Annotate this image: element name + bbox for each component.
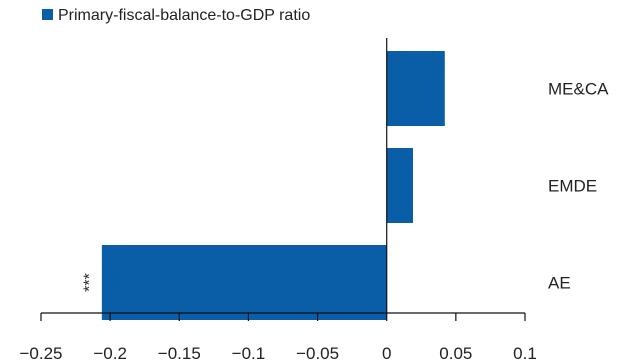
legend-swatch: [42, 9, 53, 20]
category-label: EMDE: [548, 177, 597, 196]
x-tick-label: 0: [382, 344, 391, 363]
x-tick-label: 0.05: [439, 344, 472, 363]
legend-label: Primary-fiscal-balance-to-GDP ratio: [58, 7, 310, 24]
x-tick-label: −0.2: [93, 344, 127, 363]
legend: Primary-fiscal-balance-to-GDP ratio: [42, 7, 310, 24]
bar-ae: [101, 245, 387, 320]
category-label: ME&CA: [548, 80, 609, 99]
plot-area: ME&CA EMDE AE *** −0.25 −0.2 −0.15 −0.1 −0.05 0 0.…: [19, 38, 609, 363]
x-tick-label: −0.1: [232, 344, 266, 363]
x-tick-label: −0.25: [19, 344, 62, 363]
category-label: AE: [548, 274, 571, 293]
bar-emde: [386, 148, 413, 223]
x-tick-label: −0.15: [158, 344, 201, 363]
x-tick-label: −0.05: [296, 344, 339, 363]
significance-annotation: ***: [81, 273, 98, 292]
bar-me-ca: [386, 51, 445, 126]
x-tick-label: 0.1: [513, 344, 537, 363]
